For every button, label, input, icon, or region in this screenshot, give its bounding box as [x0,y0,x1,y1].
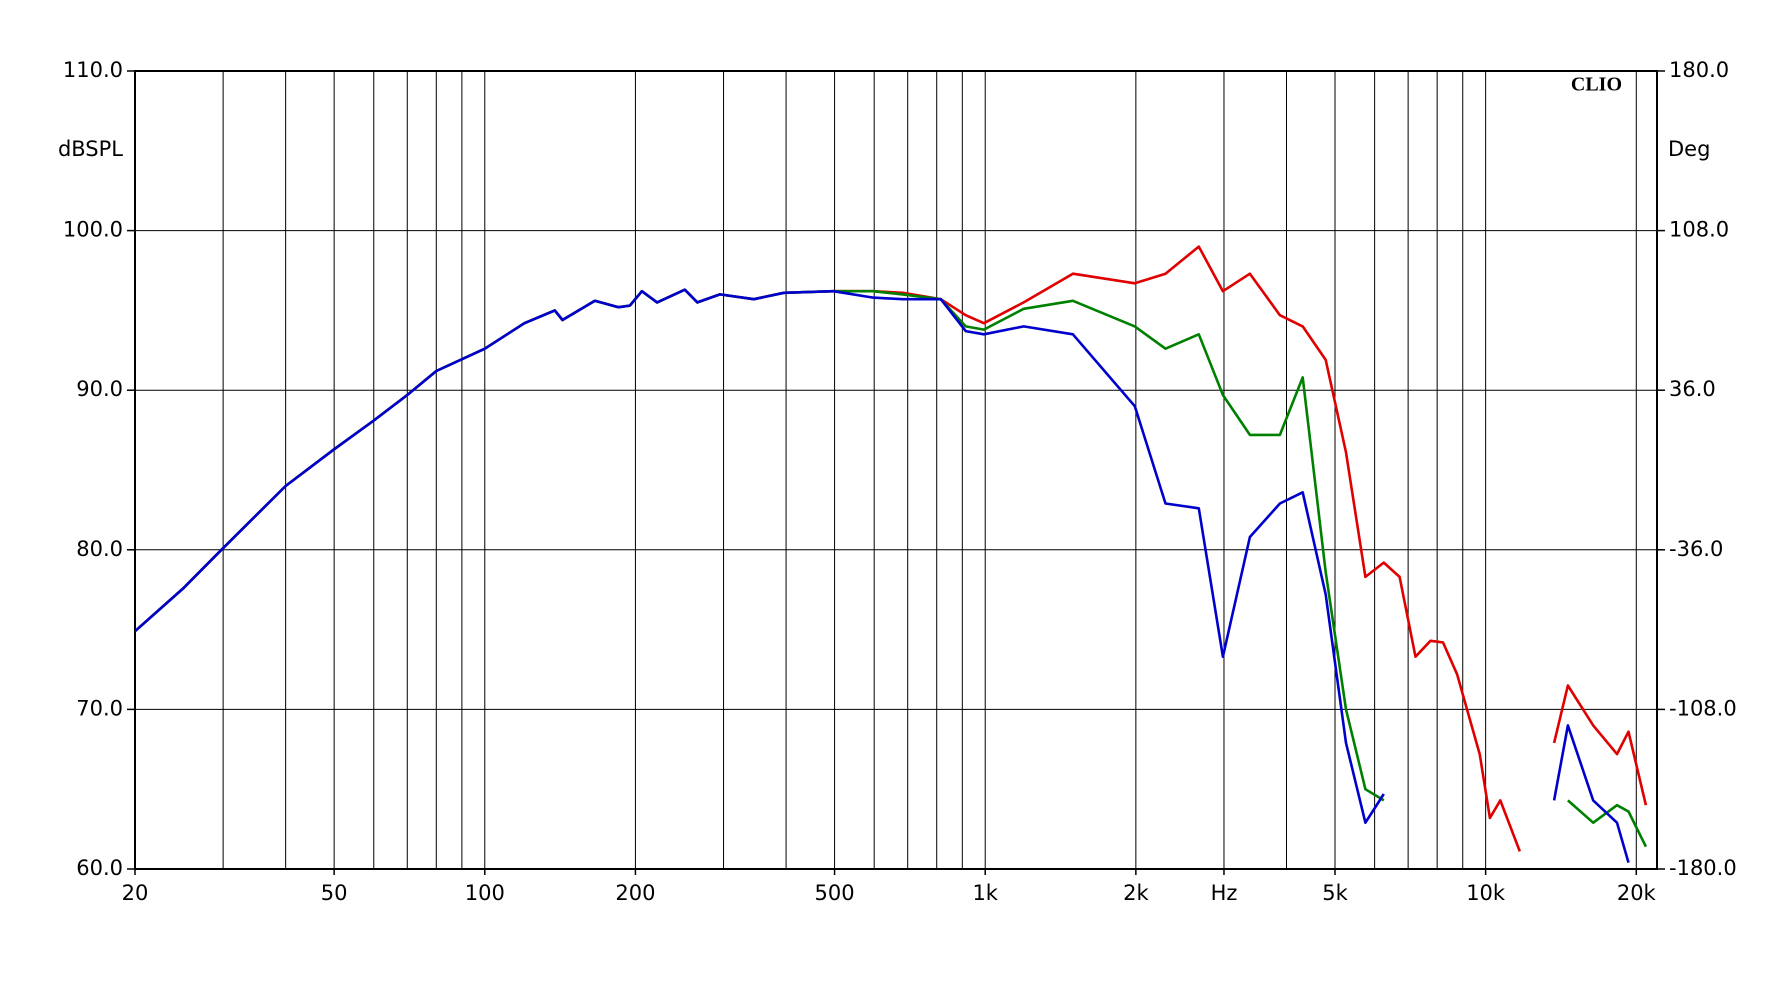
x-tick-label: 200 [615,881,655,905]
series-line [135,288,1648,848]
y2-tick-label: 108.0 [1669,218,1729,242]
x-tick-label: 500 [815,881,855,905]
y-tick-label: 110.0 [63,58,123,82]
y2-tick-label: 36.0 [1669,377,1716,401]
y-axis-label: dBSPL [58,137,123,161]
watermark: CLIO [1571,74,1622,96]
x-tick-label: 50 [321,881,348,905]
x-tick-label: Hz [1211,881,1238,905]
y2-tick-label: -180.0 [1669,856,1737,880]
y-tick-label: 80.0 [76,537,123,561]
x-tick-label: 100 [465,881,505,905]
y2-tick-label: -108.0 [1669,696,1737,720]
x-tick-label: 5k [1322,881,1348,905]
x-tick-label: 1k [972,881,998,905]
y-tick-label: 100.0 [63,218,123,242]
x-tick-label: 20k [1617,881,1657,905]
series-line [135,288,1630,863]
plot-frame [134,70,1658,870]
y-tick-label: 60.0 [76,856,123,880]
y2-tick-label: -36.0 [1669,537,1723,561]
y-tick-label: 70.0 [76,696,123,720]
y2-axis-label: Deg [1668,137,1710,161]
series-line [135,245,1648,852]
x-tick-label: 2k [1123,881,1149,905]
x-tick-label: 20 [122,881,149,905]
y-tick-label: 90.0 [76,377,123,401]
x-tick-label: 10k [1466,881,1506,905]
y2-tick-label: 180.0 [1669,58,1729,82]
